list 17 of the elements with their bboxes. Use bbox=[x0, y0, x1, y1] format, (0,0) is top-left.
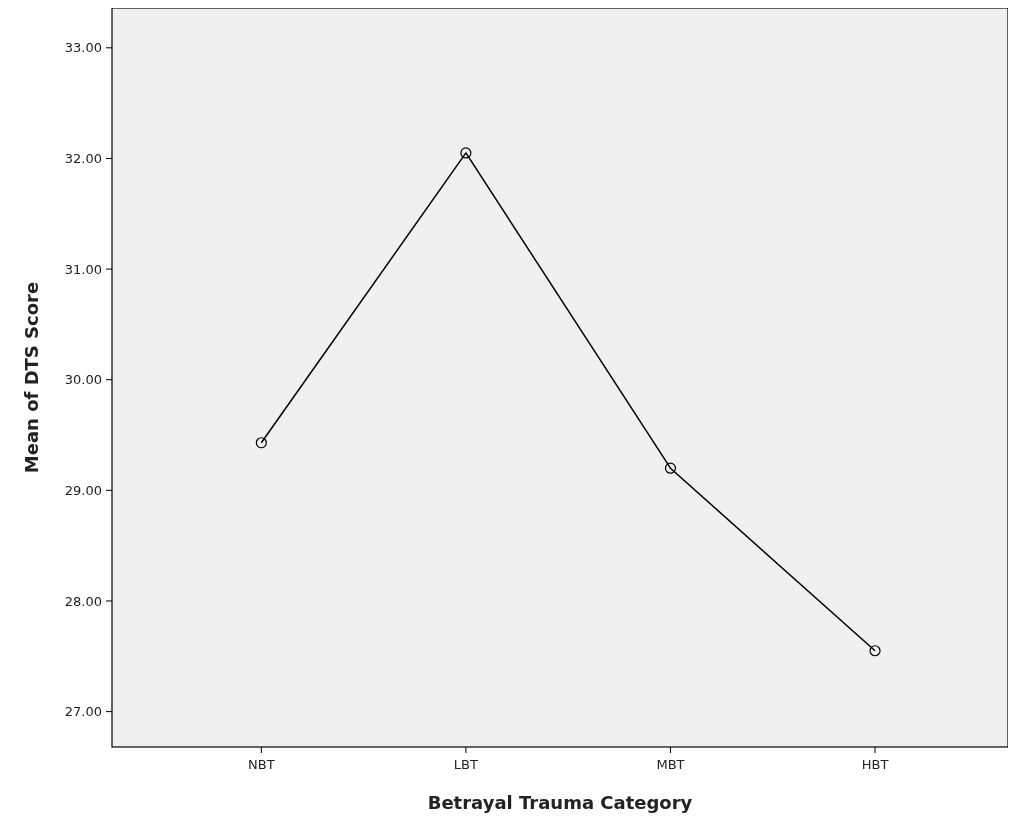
point bbox=[460, 147, 472, 159]
x-tick-label: LBT bbox=[453, 757, 479, 772]
y-tick-label: 28.00 bbox=[64, 593, 102, 609]
y-tick-label: 33.00 bbox=[64, 40, 102, 56]
y-tick-label: 31.00 bbox=[64, 261, 102, 277]
y-tick-label: 29.00 bbox=[64, 482, 102, 498]
x-tick-label: MBT bbox=[656, 757, 685, 772]
y-tick-label: 30.00 bbox=[64, 372, 102, 388]
x-tick-label: NBT bbox=[248, 757, 275, 772]
point bbox=[255, 437, 267, 449]
x-tick-label: HBT bbox=[861, 757, 889, 772]
x-axis-title: Betrayal Trauma Category bbox=[427, 792, 693, 813]
y-axis-title: Mean of DTS Score bbox=[21, 281, 42, 474]
point bbox=[664, 462, 677, 474]
y-tick-label: 27.00 bbox=[64, 704, 102, 720]
y-tick-label: 32.00 bbox=[64, 151, 102, 167]
point bbox=[869, 645, 881, 657]
